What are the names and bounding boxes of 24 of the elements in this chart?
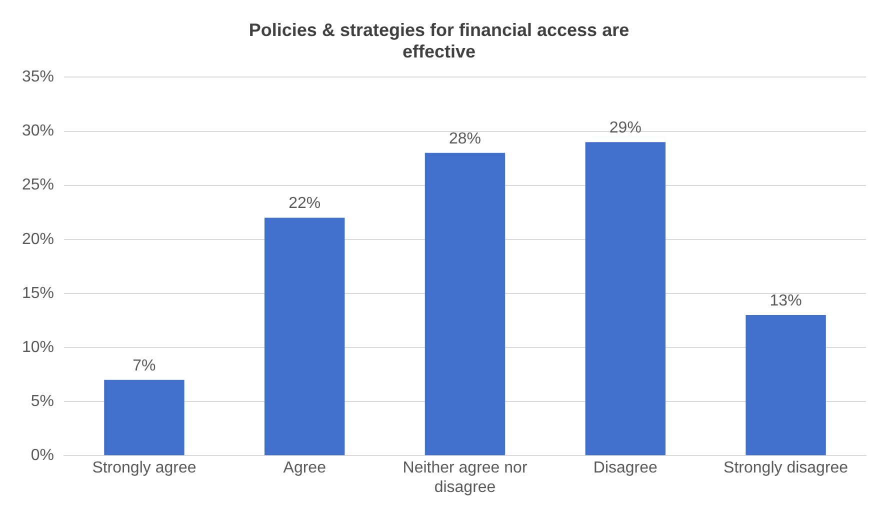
y-tick-label: 30% bbox=[22, 122, 54, 140]
data-label: 29% bbox=[609, 119, 642, 136]
data-label: 22% bbox=[288, 195, 321, 212]
data-label: 7% bbox=[132, 357, 156, 374]
x-tick-label: Neither agree nor disagree bbox=[402, 460, 528, 496]
y-tick-label: 10% bbox=[22, 338, 54, 356]
y-tick-label: 35% bbox=[22, 68, 54, 86]
y-tick-label: 15% bbox=[22, 284, 54, 302]
x-tick-label: Strongly disagree bbox=[724, 460, 848, 477]
bar bbox=[424, 152, 506, 456]
bar bbox=[746, 315, 826, 456]
bar bbox=[264, 218, 345, 456]
bar bbox=[104, 380, 184, 456]
data-label: 13% bbox=[770, 292, 802, 310]
y-tick-label: 20% bbox=[22, 230, 54, 248]
x-tick-label: Strongly agree bbox=[92, 460, 196, 477]
bar bbox=[585, 142, 666, 456]
data-label: 28% bbox=[448, 130, 482, 148]
y-tick-label: 5% bbox=[30, 392, 54, 410]
x-tick-label: Disagree bbox=[593, 460, 658, 477]
chart-title: Policies & strategies for financial access are effective bbox=[248, 20, 630, 62]
x-tick-label: Agree bbox=[283, 460, 326, 477]
y-tick-label: 25% bbox=[22, 176, 54, 194]
y-tick-label: 0% bbox=[30, 447, 54, 464]
